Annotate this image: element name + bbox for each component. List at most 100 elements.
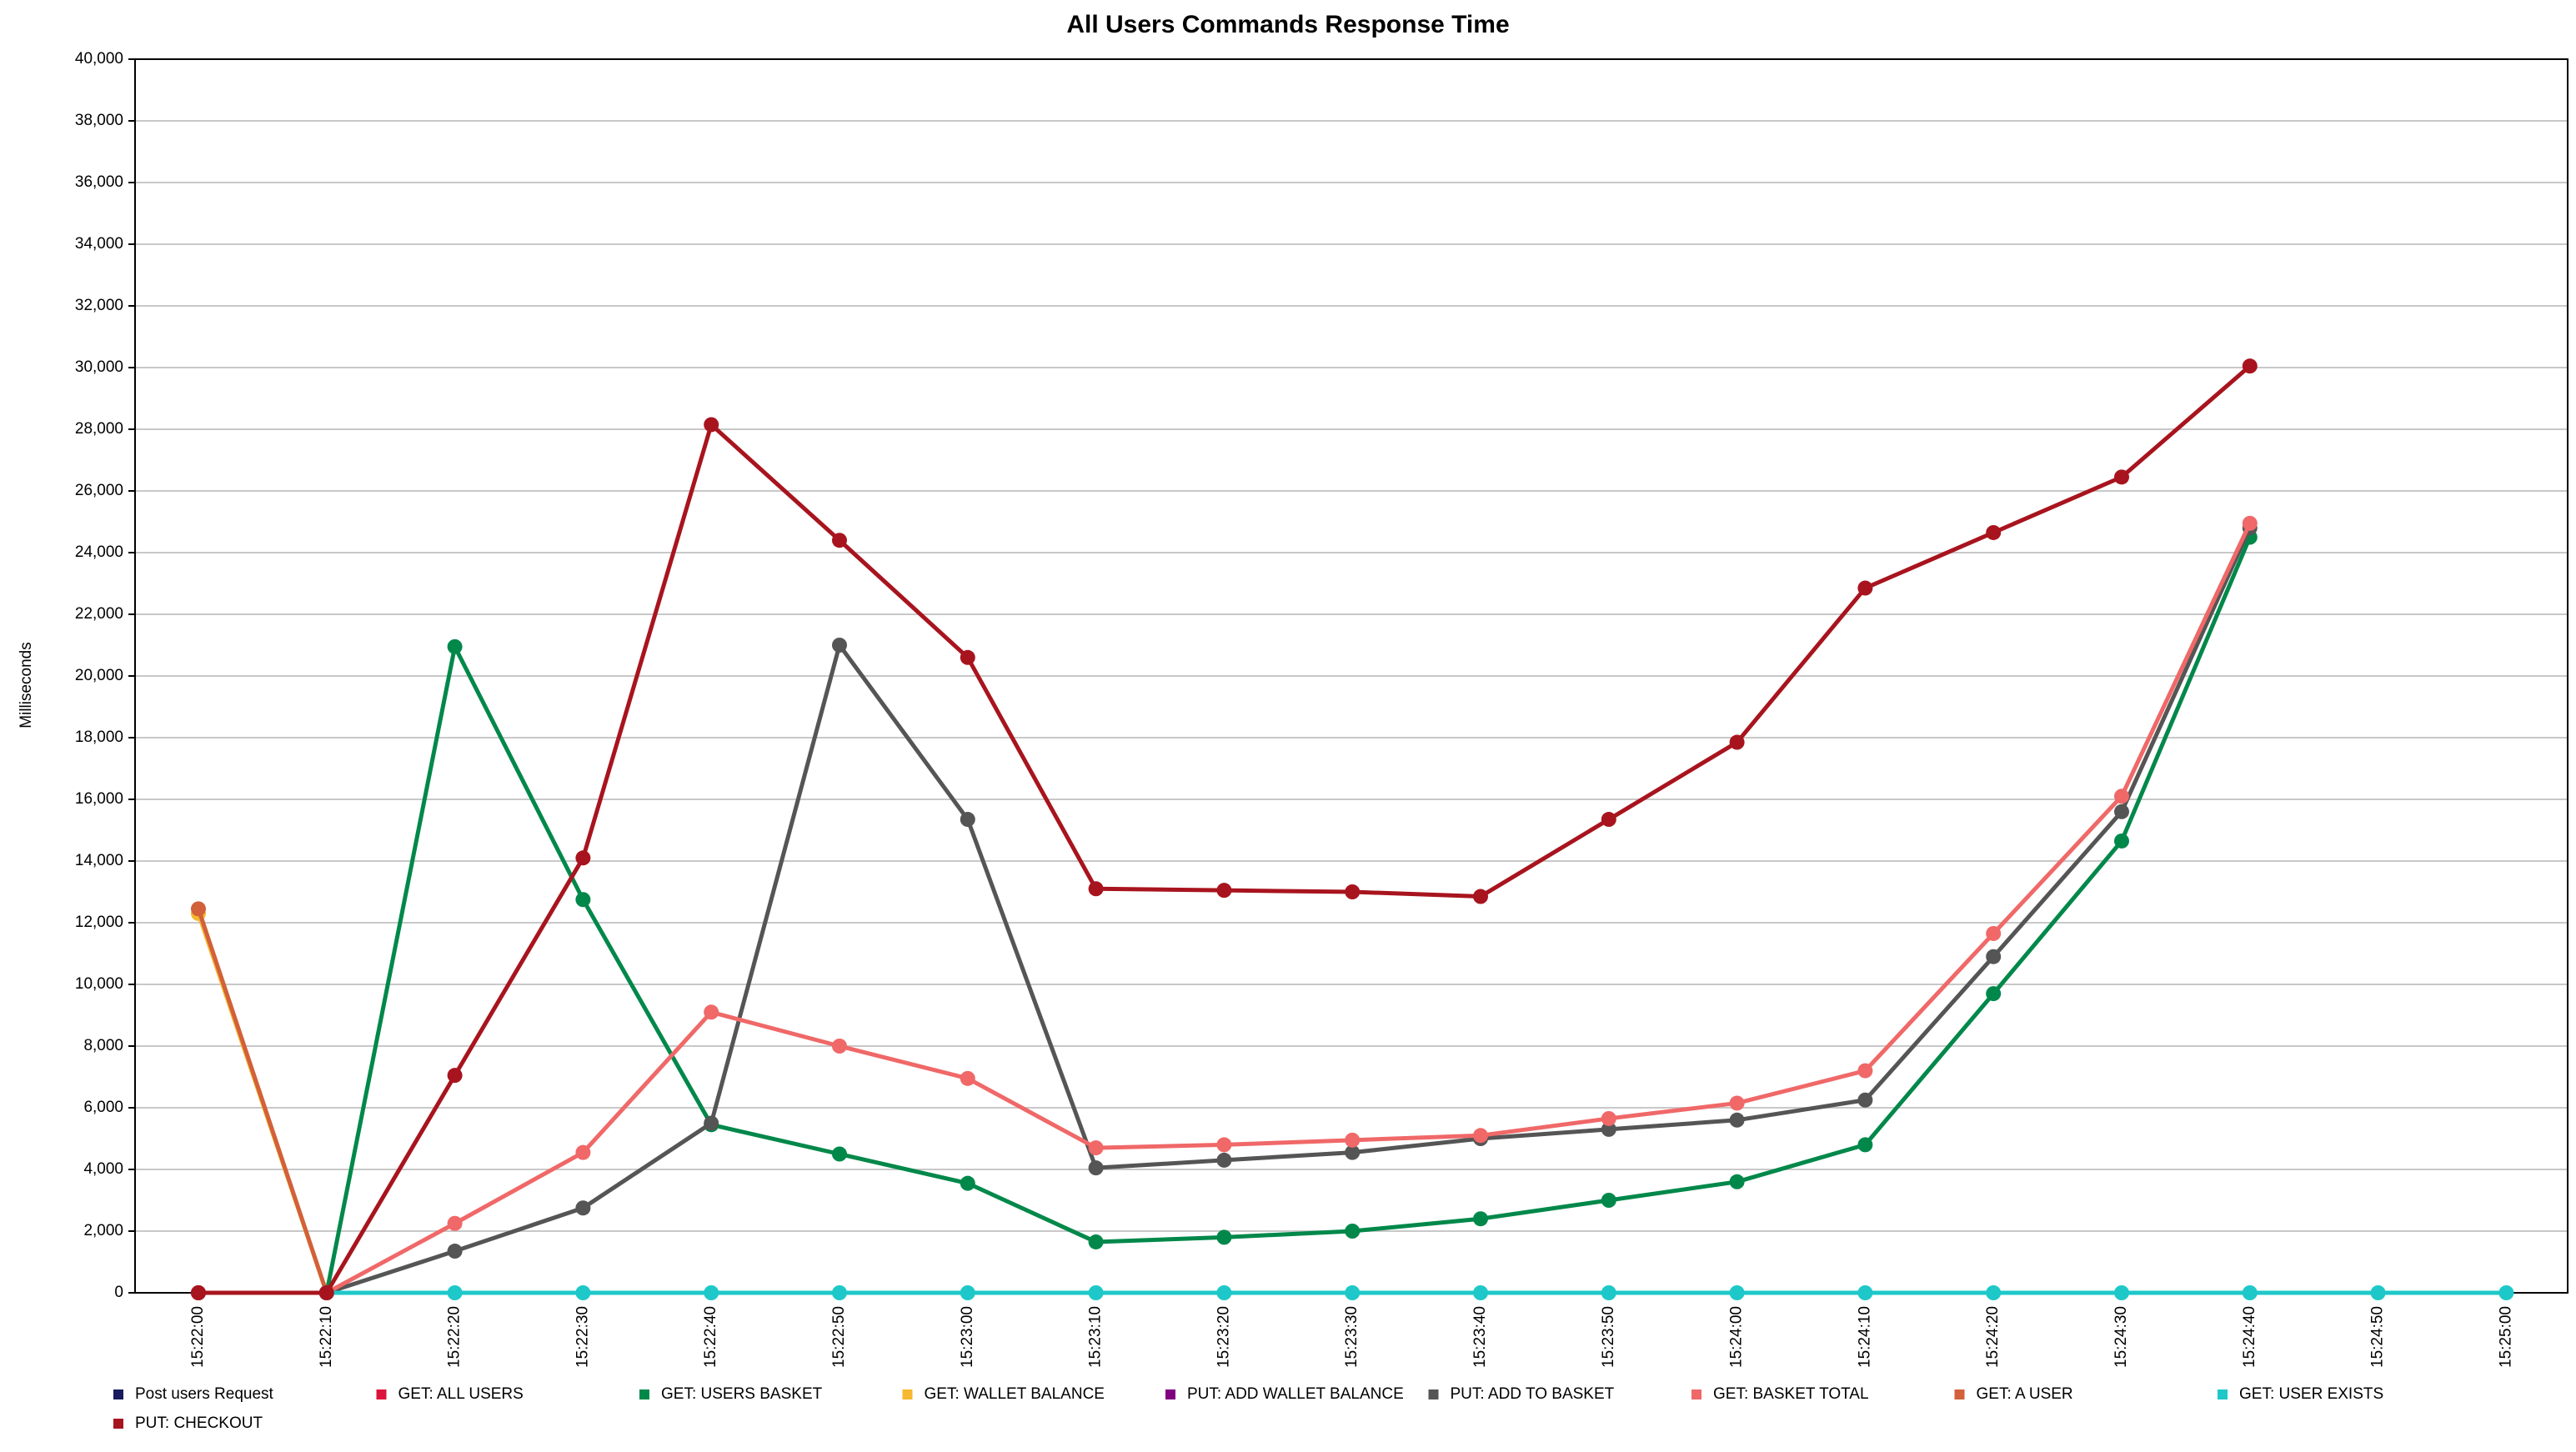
legend-swatch [1428, 1389, 1439, 1399]
x-tick-label: 15:22:50 [830, 1306, 848, 1368]
legend-swatch [1691, 1389, 1701, 1399]
data-point [960, 1285, 975, 1300]
data-point [704, 1004, 719, 1020]
data-point [1986, 1285, 2002, 1300]
data-point [2242, 515, 2258, 531]
x-tick-label: 15:23:10 [1087, 1306, 1105, 1368]
data-point [1088, 1285, 1104, 1300]
data-point [447, 1068, 463, 1084]
legend-label: GET: USERS BASKET [661, 1385, 823, 1403]
y-tick-label: 0 [114, 1284, 123, 1301]
data-point [1216, 1285, 1232, 1300]
data-point [832, 1146, 847, 1162]
data-point [1986, 949, 2002, 964]
y-tick-label: 14,000 [75, 852, 123, 869]
y-tick-label: 6,000 [83, 1099, 123, 1116]
data-point [1345, 1144, 1361, 1160]
chart-title: All Users Commands Response Time [1066, 11, 1509, 38]
data-point [575, 1144, 591, 1160]
x-tick-label: 15:22:10 [318, 1306, 335, 1368]
x-tick-label: 15:24:20 [1984, 1306, 2002, 1368]
x-tick-label: 15:22:20 [446, 1306, 464, 1368]
data-point [447, 638, 463, 654]
data-point [1216, 1137, 1232, 1153]
data-point [447, 1215, 463, 1231]
legend-label: PUT: CHECKOUT [135, 1414, 263, 1432]
data-point [960, 649, 975, 665]
y-tick-label: 4,000 [83, 1160, 123, 1178]
data-point [575, 850, 591, 866]
x-tick-label: 15:24:10 [1856, 1306, 1873, 1368]
y-tick-label: 12,000 [75, 914, 123, 931]
y-tick-label: 30,000 [75, 358, 123, 376]
legend-label: PUT: ADD WALLET BALANCE [1187, 1385, 1404, 1403]
legend-label: GET: ALL USERS [398, 1385, 524, 1403]
data-point [1088, 1160, 1104, 1176]
data-point [1345, 1285, 1361, 1300]
legend-swatch [902, 1389, 913, 1399]
data-point [1857, 1137, 1873, 1153]
data-point [1345, 1132, 1361, 1148]
data-point [1601, 1193, 1616, 1208]
data-point [1088, 881, 1104, 897]
y-tick-label: 22,000 [75, 605, 123, 623]
legend-swatch [2218, 1389, 2228, 1399]
data-point [2114, 469, 2129, 485]
legend-swatch [113, 1389, 123, 1399]
x-tick-label: 15:23:50 [1600, 1306, 1617, 1368]
x-tick-label: 15:22:30 [574, 1306, 591, 1368]
data-point [1729, 734, 1745, 750]
data-point [1857, 1063, 1873, 1079]
data-point [832, 1285, 847, 1300]
data-point [1986, 524, 2002, 540]
data-point [2114, 804, 2129, 819]
data-point [1088, 1140, 1104, 1156]
data-point [575, 1200, 591, 1216]
data-point [1216, 883, 1232, 899]
data-point [1986, 925, 2002, 941]
data-point [832, 638, 847, 653]
x-tick-label: 15:24:40 [2241, 1306, 2258, 1368]
series-line [326, 527, 2253, 1295]
data-point [447, 1244, 463, 1259]
legend-swatch [1165, 1389, 1175, 1399]
y-tick-label: 28,000 [75, 420, 123, 438]
y-tick-label: 18,000 [75, 729, 123, 746]
legend-swatch [113, 1419, 123, 1429]
y-tick-label: 38,000 [75, 112, 123, 129]
data-point [1857, 580, 1873, 596]
legend-swatch [376, 1389, 387, 1399]
y-tick-label: 40,000 [75, 50, 123, 68]
data-point [1473, 1285, 1488, 1300]
x-tick-label: 15:24:00 [1728, 1306, 1746, 1368]
data-point [960, 1175, 975, 1191]
data-point [191, 1285, 206, 1300]
data-point [704, 417, 719, 433]
data-point [447, 1285, 463, 1300]
series-line [324, 536, 2253, 1294]
legend-swatch [1954, 1389, 1965, 1399]
data-point [2370, 1285, 2386, 1300]
x-tick-label: 15:23:20 [1215, 1306, 1232, 1368]
x-tick-label: 15:23:30 [1343, 1306, 1361, 1368]
data-point [2114, 789, 2129, 804]
y-tick-label: 36,000 [75, 173, 123, 191]
data-point [1601, 1121, 1616, 1137]
y-tick-label: 16,000 [75, 790, 123, 808]
data-point [1216, 1229, 1232, 1245]
data-point [704, 1285, 719, 1300]
y-tick-label: 32,000 [75, 297, 123, 314]
x-tick-label: 15:22:40 [702, 1306, 719, 1368]
data-point [1729, 1285, 1745, 1300]
data-point [1473, 1128, 1488, 1144]
data-point [2114, 1285, 2129, 1300]
data-point [1601, 1285, 1616, 1300]
data-point [832, 1039, 847, 1054]
y-tick-label: 8,000 [83, 1037, 123, 1054]
data-point [704, 1115, 719, 1131]
data-point [1986, 986, 2002, 1002]
data-point [1473, 1211, 1488, 1227]
legend-label: PUT: ADD TO BASKET [1451, 1385, 1615, 1403]
y-tick-label: 10,000 [75, 975, 123, 993]
data-point [2498, 1285, 2514, 1300]
